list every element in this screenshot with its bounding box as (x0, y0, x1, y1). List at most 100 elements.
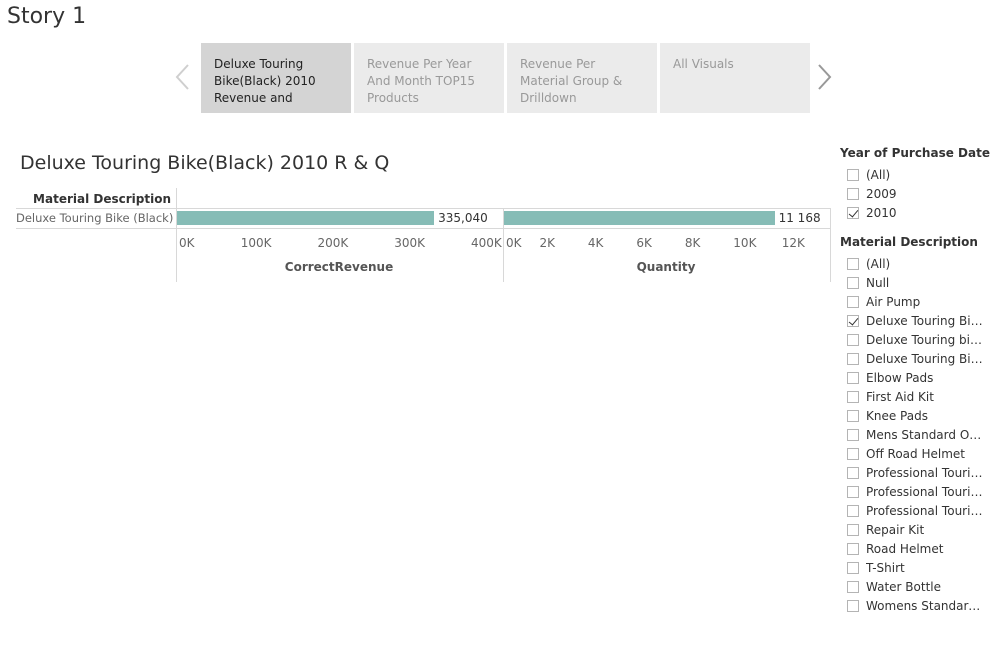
axis-tick-label: 200K (317, 236, 349, 250)
filter-item-label: Water Bottle (866, 579, 941, 594)
material-filter-list: (All) Null Air Pump Deluxe Touring Bik... De… (840, 254, 986, 615)
material-filter: Material Description (All) Null Air Pump De… (840, 235, 986, 615)
filter-item-label: Null (866, 275, 890, 290)
checkbox-icon[interactable] (847, 276, 859, 289)
checkbox-icon[interactable] (847, 485, 859, 498)
axis-tick-label: 12K (781, 236, 805, 250)
chevron-left-icon[interactable] (172, 62, 194, 92)
checkbox-icon[interactable] (847, 466, 859, 479)
checkbox-icon[interactable] (847, 561, 859, 574)
year-filter-list: (All) 2009 2010 (840, 165, 990, 222)
material-filter-item[interactable]: Null (840, 273, 986, 292)
filter-item-label: Air Pump (866, 294, 921, 309)
checkbox-icon[interactable] (847, 371, 859, 384)
material-filter-item[interactable]: Womens Standard ... (840, 596, 986, 615)
story-point-1[interactable]: Deluxe Touring Bike(Black) 2010 Revenue … (201, 43, 351, 113)
material-filter-item[interactable]: First Aid Kit (840, 387, 986, 406)
material-filter-title: Material Description (840, 235, 978, 249)
year-filter-title: Year of Purchase Date (840, 146, 990, 160)
row-label: Deluxe Touring Bike (Black) (16, 211, 174, 225)
axis-tick-label: 100K (240, 236, 272, 250)
material-filter-item[interactable]: Deluxe Touring Bik... (840, 311, 986, 330)
pane-divider (503, 208, 504, 282)
filter-item-label: (All) (866, 167, 891, 182)
checkbox-icon[interactable] (847, 187, 859, 200)
quantity-pane-right-border (830, 208, 831, 282)
checkbox-icon[interactable] (847, 447, 859, 460)
filter-item-label: 2009 (866, 186, 897, 201)
row-divider-bottom (16, 228, 830, 229)
checkbox-icon[interactable] (847, 523, 859, 536)
material-filter-item[interactable]: Deluxe Touring Bik... (840, 349, 986, 368)
filter-item-label: Road Helmet (866, 541, 944, 556)
filter-item-label: Elbow Pads (866, 370, 934, 385)
material-filter-item[interactable]: Air Pump (840, 292, 986, 311)
checkbox-checked-icon[interactable] (847, 314, 859, 327)
checkbox-icon[interactable] (847, 390, 859, 403)
story-navigator: Deluxe Touring Bike(Black) 2010 Revenue … (201, 43, 810, 113)
checkbox-icon[interactable] (847, 168, 859, 181)
material-filter-item[interactable]: (All) (840, 254, 986, 273)
filter-item-label: Deluxe Touring bike... (866, 332, 986, 347)
story-point-3[interactable]: Revenue Per Material Group & Drilldown (507, 43, 657, 113)
checkbox-checked-icon[interactable] (847, 206, 859, 219)
axis-tick-label: 300K (394, 236, 426, 250)
material-filter-item[interactable]: Professional Tourin... (840, 501, 986, 520)
revenue-bar-label: 335,040 (438, 211, 488, 225)
axis-tick-label: 6K (636, 236, 652, 250)
material-filter-item[interactable]: Professional Tourin... (840, 463, 986, 482)
filter-item-label: Professional Tourin... (866, 465, 986, 480)
year-filter: Year of Purchase Date (All) 2009 2010 (840, 146, 990, 222)
filter-item-label: Deluxe Touring Bik... (866, 351, 986, 366)
filter-item-label: (All) (866, 256, 891, 271)
story-point-2[interactable]: Revenue Per Year And Month TOP15 Product… (354, 43, 504, 113)
filter-item-label: Repair Kit (866, 522, 925, 537)
quantity-bar-label: 11 168 (778, 211, 821, 225)
checkbox-icon[interactable] (847, 599, 859, 612)
quantity-axis-title: Quantity (636, 260, 696, 274)
checkbox-icon[interactable] (847, 580, 859, 593)
checkbox-icon[interactable] (847, 295, 859, 308)
material-filter-item[interactable]: Elbow Pads (840, 368, 986, 387)
checkbox-icon[interactable] (847, 504, 859, 517)
story-point-4[interactable]: All Visuals (660, 43, 810, 113)
axis-tick-label: 0K (506, 236, 522, 250)
checkbox-icon[interactable] (847, 409, 859, 422)
material-filter-item[interactable]: Off Road Helmet (840, 444, 986, 463)
year-filter-item[interactable]: 2009 (840, 184, 990, 203)
filter-item-label: T-Shirt (866, 560, 905, 575)
checkbox-icon[interactable] (847, 333, 859, 346)
material-filter-item[interactable]: Deluxe Touring bike... (840, 330, 986, 349)
material-filter-item[interactable]: Repair Kit (840, 520, 986, 539)
filter-item-label: Mens Standard Off ... (866, 427, 986, 442)
filter-item-label: Womens Standard ... (866, 598, 986, 613)
axis-tick-label: 4K (587, 236, 604, 250)
checkbox-icon[interactable] (847, 542, 859, 555)
material-filter-item[interactable]: Knee Pads (840, 406, 986, 425)
material-filter-item[interactable]: Road Helmet (840, 539, 986, 558)
filter-item-label: Knee Pads (866, 408, 928, 423)
row-divider-top (16, 208, 830, 209)
material-filter-item[interactable]: Mens Standard Off ... (840, 425, 986, 444)
axis-tick-label: 8K (684, 236, 701, 250)
revenue-bar[interactable] (177, 211, 435, 225)
material-filter-item[interactable]: T-Shirt (840, 558, 986, 577)
axis-tick-label: 400K (471, 236, 502, 250)
material-filter-item[interactable]: Professional Tourin... (840, 482, 986, 501)
checkbox-icon[interactable] (847, 428, 859, 441)
axis-tick-label: 2K (539, 236, 555, 250)
quantity-bar[interactable] (504, 211, 775, 225)
filter-item-label: Professional Tourin... (866, 503, 986, 518)
chevron-right-icon[interactable] (813, 62, 835, 92)
checkbox-icon[interactable] (847, 257, 859, 270)
checkbox-icon[interactable] (847, 352, 859, 365)
filter-item-label: Professional Tourin... (866, 484, 986, 499)
material-filter-item[interactable]: Water Bottle (840, 577, 986, 596)
year-filter-item[interactable]: 2010 (840, 203, 990, 222)
year-filter-item[interactable]: (All) (840, 165, 990, 184)
filter-item-label: First Aid Kit (866, 389, 934, 404)
story-title: Story 1 (7, 4, 87, 29)
revenue-pane-left-border (176, 188, 177, 282)
viz-title: Deluxe Touring Bike(Black) 2010 R & Q (20, 152, 390, 174)
row-header: Material Description (33, 192, 171, 206)
